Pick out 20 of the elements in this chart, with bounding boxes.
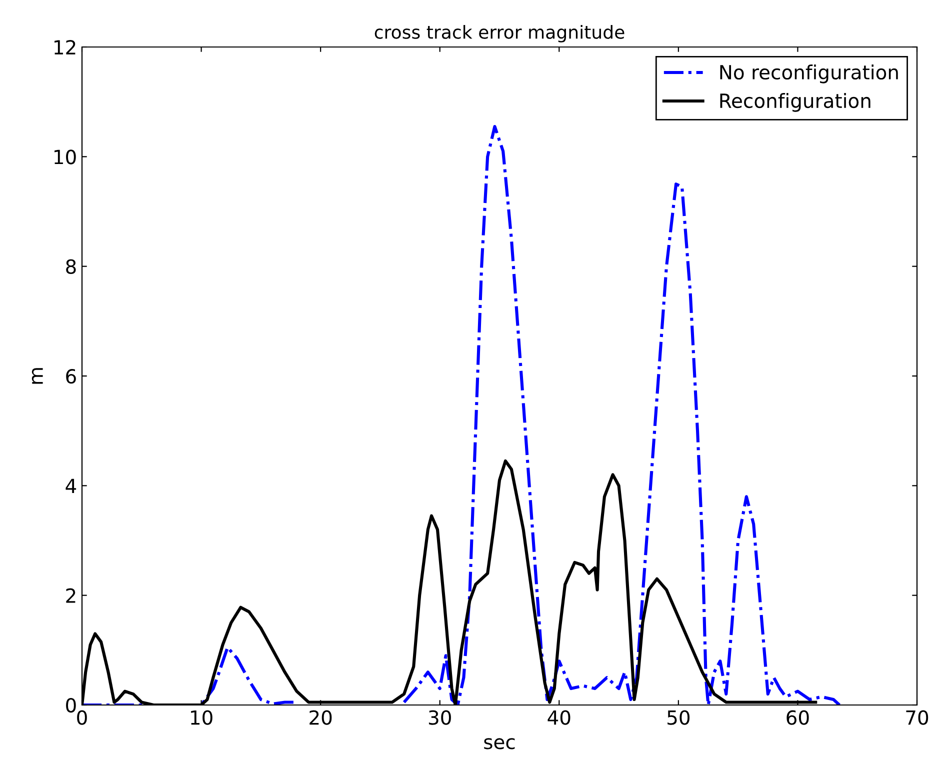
x-axis-title: sec (484, 738, 515, 750)
legend-label: Reconfiguration (720, 93, 870, 112)
x-tick-label: 20 (310, 710, 332, 725)
y-tick-label: 12 (54, 40, 76, 54)
x-tick-label: 30 (428, 710, 451, 725)
y-tick-label: 8 (66, 259, 76, 274)
x-tick-label: 60 (786, 710, 809, 725)
y-axis-title: m (32, 368, 43, 384)
x-tick-label: 10 (191, 710, 212, 725)
x-tick-label: 0 (77, 710, 87, 725)
chart-title: cross track error magnitude (374, 24, 624, 42)
y-tick-label: 2 (66, 588, 76, 603)
x-tick-label: 70 (906, 710, 928, 725)
x-tick-label: 50 (668, 710, 690, 725)
x-tick-label: 40 (548, 710, 570, 725)
y-tick-label: 0 (66, 698, 76, 713)
y-tick-label: 6 (66, 368, 76, 384)
y-tick-label: 10 (54, 150, 76, 164)
legend-label: No reconfiguration (720, 64, 898, 84)
y-tick-label: 4 (66, 478, 76, 494)
